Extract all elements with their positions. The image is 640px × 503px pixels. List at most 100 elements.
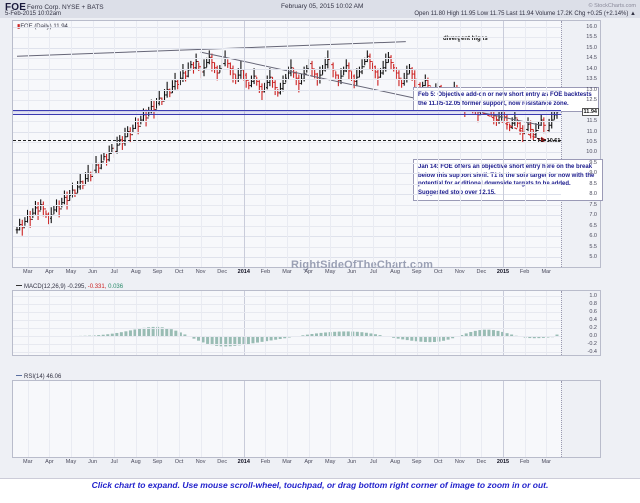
- price-tick-label: 9.5: [589, 159, 597, 166]
- month-label: Jul: [369, 269, 377, 275]
- month-label: 2015: [496, 269, 510, 275]
- month-gridline: [416, 291, 418, 355]
- month-gridline: [92, 21, 94, 267]
- month-label: Sep: [411, 269, 422, 275]
- month-gridline: [524, 381, 526, 457]
- price-pane: ▮FOE (Daily) 11.94 RightSideOfTheChart.c…: [12, 20, 603, 271]
- month-gridline: [92, 381, 94, 457]
- rsi-pane: [12, 380, 601, 458]
- price-tick-label: 5.0: [589, 254, 597, 260]
- month-gridline: [481, 291, 483, 355]
- month-label: 2014: [237, 269, 250, 275]
- month-label: Aug: [130, 459, 141, 465]
- macd-line-key: [16, 285, 22, 286]
- divergent-highs-label: divergent highs: [443, 36, 488, 42]
- month-label: Nov: [454, 459, 465, 465]
- month-gridline: [351, 291, 353, 355]
- month-label: Mar: [541, 269, 551, 275]
- month-gridline: [243, 291, 245, 355]
- month-gridline: [71, 381, 72, 457]
- month-gridline: [49, 291, 51, 355]
- month-gridline: [481, 21, 483, 267]
- price-tick-label: 9.0: [589, 170, 597, 177]
- price-tick-label: 11.0: [586, 128, 597, 135]
- price-tick-label: 16.0: [586, 24, 597, 30]
- macd-pane: 1.0 0.8 0.6 0.4 0.2 0.0 -0.2 -0.4: [12, 290, 601, 356]
- month-label: Apr: [45, 459, 54, 465]
- month-label: Mar: [23, 269, 33, 275]
- rsi-axis: [561, 381, 600, 457]
- price-level-line: [13, 109, 561, 111]
- month-gridline: [481, 381, 483, 457]
- month-gridline: [287, 21, 288, 267]
- month-gridline: [157, 381, 159, 457]
- target-price-label: T1=10.61: [537, 137, 561, 144]
- month-label: Nov: [195, 269, 206, 275]
- month-gridline: [459, 21, 461, 267]
- month-label: Dec: [476, 269, 487, 275]
- footer-caption: Click chart to expand. Use mouse scroll-…: [91, 480, 549, 490]
- month-label: Sep: [411, 459, 422, 465]
- month-gridline: [395, 21, 396, 267]
- price-tick-label: 14.5: [586, 55, 597, 62]
- month-label: Jul: [110, 459, 118, 465]
- price-tick-label: 6.0: [589, 233, 597, 240]
- macd-gridline: [13, 328, 561, 329]
- resistance-zone: [13, 109, 561, 114]
- month-gridline: [114, 381, 116, 457]
- month-gridline: [200, 381, 202, 457]
- month-gridline: [49, 21, 51, 267]
- price-tick-label: 15.5: [586, 34, 597, 41]
- macd-tick-label: 0.2: [589, 325, 597, 331]
- month-label: Dec: [476, 459, 487, 465]
- month-gridline: [373, 291, 375, 355]
- month-gridline: [416, 381, 418, 457]
- month-label: Jun: [88, 269, 98, 275]
- price-level-line: [13, 139, 561, 141]
- month-gridline: [524, 21, 526, 267]
- month-label: Feb: [519, 269, 530, 275]
- month-label: May: [324, 269, 336, 275]
- month-label: Oct: [174, 459, 184, 465]
- month-gridline: [265, 381, 267, 457]
- price-tick-label: 13.5: [586, 76, 597, 83]
- company-name: Ferro Corp. NYSE + BATS: [27, 4, 104, 11]
- month-label: Aug: [390, 269, 400, 275]
- month-label: Feb: [519, 459, 530, 465]
- month-label: May: [324, 459, 336, 465]
- month-label: Jul: [110, 269, 118, 275]
- month-gridline: [71, 21, 72, 267]
- price-tick-label: 6.5: [589, 222, 597, 229]
- quote-timestamp: 5-Feb-2015 10:02am: [5, 11, 62, 17]
- month-label: May: [65, 269, 77, 275]
- month-label: Oct: [433, 459, 443, 465]
- month-gridline: [459, 291, 461, 355]
- month-gridline: [49, 381, 51, 457]
- macd-legend: MACD(12,26,9) -0.295, -0.331, 0.036: [16, 284, 123, 290]
- month-label: Aug: [130, 269, 141, 275]
- month-label: Aug: [390, 459, 400, 465]
- month-gridline: [459, 381, 461, 457]
- month-gridline: [308, 21, 310, 267]
- month-gridline: [330, 21, 332, 267]
- month-gridline: [27, 21, 29, 267]
- macd-gridline: [13, 312, 561, 313]
- macd-tick-label: -0.2: [587, 341, 597, 347]
- price-level-line: [13, 113, 561, 115]
- month-label: Apr: [45, 269, 54, 275]
- month-gridline: [157, 21, 159, 267]
- month-gridline: [503, 291, 504, 355]
- price-tick-label: 10.0: [586, 149, 597, 156]
- month-label: Mar: [23, 459, 33, 465]
- month-label: Mar: [282, 269, 292, 275]
- price-axis: [561, 21, 600, 267]
- month-gridline: [92, 291, 94, 355]
- month-gridline: [27, 291, 29, 355]
- month-gridline: [243, 381, 245, 457]
- price-tick-label: 12.5: [586, 97, 597, 104]
- month-gridline: [222, 21, 224, 267]
- month-label: May: [65, 459, 77, 465]
- month-gridline: [157, 291, 159, 355]
- month-label: Jul: [369, 459, 377, 465]
